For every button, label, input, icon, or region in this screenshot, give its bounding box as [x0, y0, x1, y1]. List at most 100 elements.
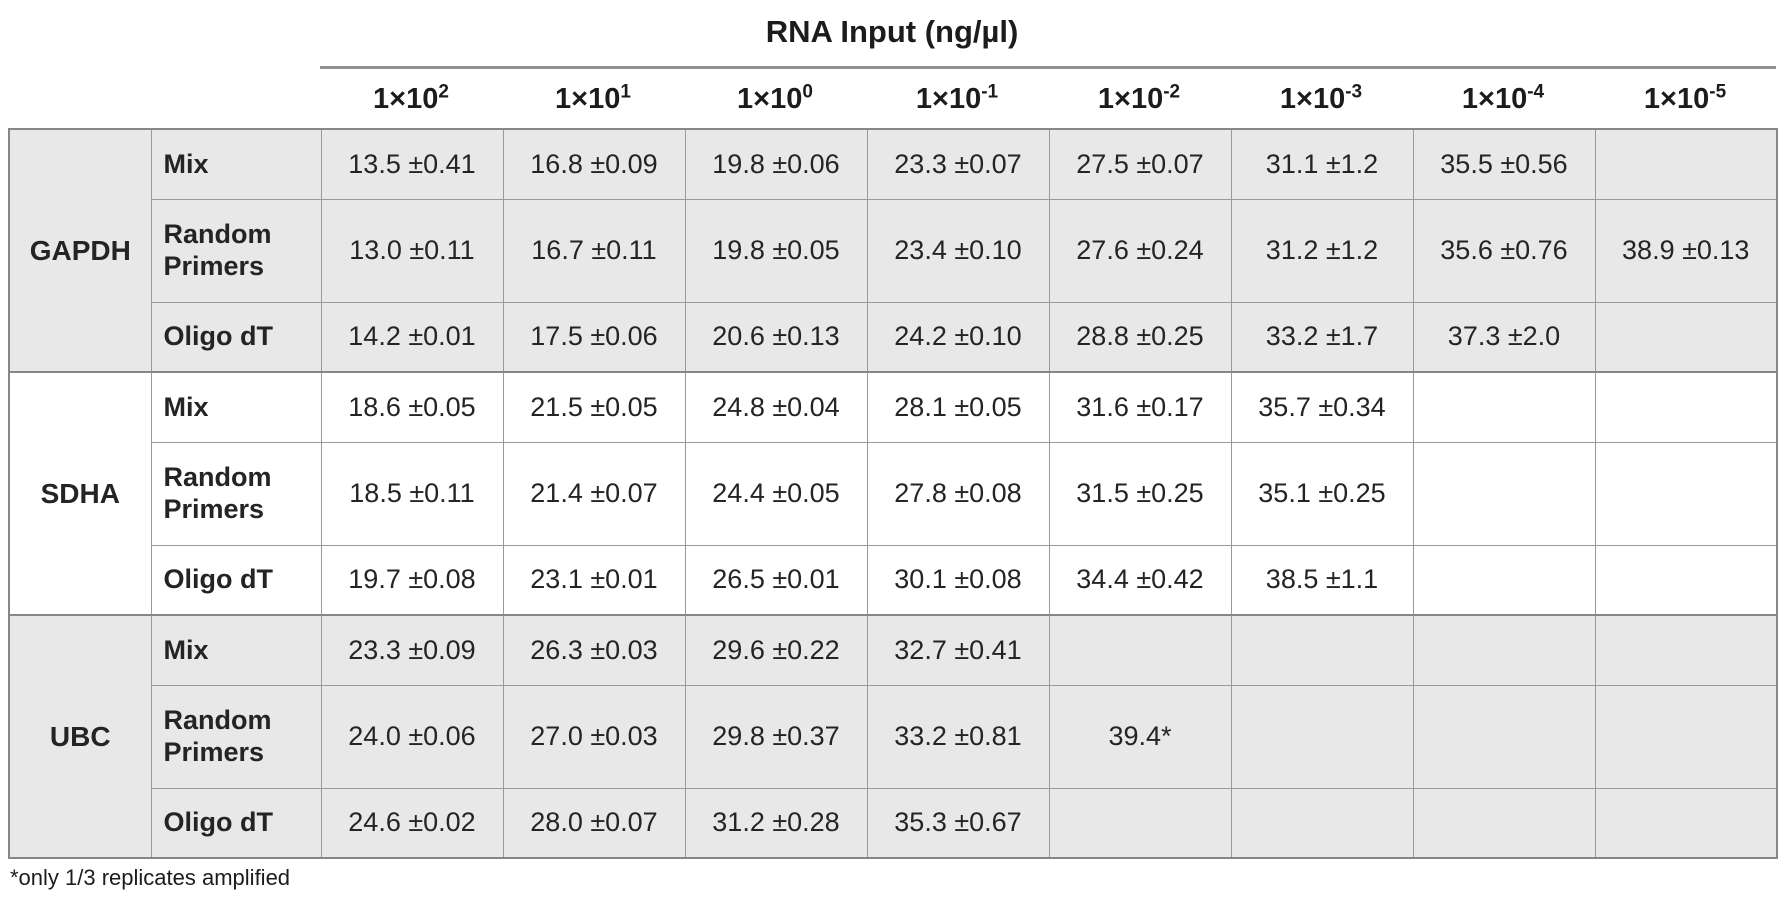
cq-value-cell: 21.4 ±0.07	[502, 441, 686, 546]
column-header-1e-2: 1×10-2	[1048, 66, 1230, 128]
cq-value-cell-flagged: 39.4*	[1048, 684, 1232, 789]
cq-value-cell	[1230, 684, 1414, 789]
cq-value-cell: 27.5 ±0.07	[1048, 128, 1232, 200]
primer-label: Mix	[150, 128, 322, 200]
column-header-base: 1×10	[373, 83, 439, 115]
cq-value-cell: 13.0 ±0.11	[320, 198, 504, 303]
table-row-sdha-random-primers: Random Primers 18.5 ±0.11 21.4 ±0.07 24.…	[9, 441, 1778, 546]
cq-value-cell	[1594, 128, 1778, 200]
cq-value-cell: 35.1 ±0.25	[1230, 441, 1414, 546]
cq-data-table: GAPDH Mix 13.5 ±0.41 16.8 ±0.09 19.8 ±0.…	[8, 128, 1778, 859]
column-header-1e0: 1×100	[684, 66, 866, 128]
cq-value-cell	[1412, 684, 1596, 789]
cq-value-cell	[1412, 614, 1596, 686]
column-header-1e-3: 1×10-3	[1230, 66, 1412, 128]
cq-value-cell: 24.2 ±0.10	[866, 301, 1050, 373]
cq-value-cell: 24.8 ±0.04	[684, 371, 868, 443]
cq-value-cell	[1594, 371, 1778, 443]
cq-value-cell: 31.6 ±0.17	[1048, 371, 1232, 443]
cq-value-cell: 35.5 ±0.56	[1412, 128, 1596, 200]
cq-value-cell	[1594, 684, 1778, 789]
column-header-base: 1×10	[1461, 83, 1528, 115]
gene-label-sdha: SDHA	[8, 371, 152, 616]
cq-value-cell: 35.7 ±0.34	[1230, 371, 1414, 443]
cq-value-cell: 28.0 ±0.07	[502, 787, 686, 859]
cq-value-cell: 31.2 ±0.28	[684, 787, 868, 859]
primer-label: Random Primers	[150, 441, 322, 546]
cq-value-cell: 29.8 ±0.37	[684, 684, 868, 789]
column-header-1e1: 1×101	[502, 66, 684, 128]
cq-value-cell: 29.6 ±0.22	[684, 614, 868, 686]
cq-value-cell: 18.6 ±0.05	[320, 371, 504, 443]
cq-value-cell: 33.2 ±1.7	[1230, 301, 1414, 373]
cq-value-cell: 37.3 ±2.0	[1412, 301, 1596, 373]
cq-value-cell: 24.0 ±0.06	[320, 684, 504, 789]
column-header-1e2: 1×102	[320, 66, 502, 128]
cq-value-cell	[1412, 371, 1596, 443]
column-header-base: 1×10	[1097, 83, 1164, 115]
cq-value-cell: 16.8 ±0.09	[502, 128, 686, 200]
primer-label: Mix	[150, 371, 322, 443]
cq-value-cell: 33.2 ±0.81	[866, 684, 1050, 789]
column-header-base: 1×10	[1279, 83, 1346, 115]
footnote: *only 1/3 replicates amplified	[10, 865, 291, 890]
cq-value-cell	[1048, 787, 1232, 859]
cq-value-cell	[1594, 787, 1778, 859]
column-header-exponent: -3	[1345, 81, 1363, 103]
primer-label: Oligo dT	[150, 544, 322, 616]
cq-value-cell: 23.4 ±0.10	[866, 198, 1050, 303]
cq-value-cell: 19.7 ±0.08	[320, 544, 504, 616]
cq-value-cell	[1048, 614, 1232, 686]
header-spacer	[8, 68, 320, 129]
column-header-row: 1×102 1×101 1×100 1×10-1 1×10-2 1×10-3 1…	[8, 66, 1777, 129]
table-row-sdha-oligo-dt: Oligo dT 19.7 ±0.08 23.1 ±0.01 26.5 ±0.0…	[9, 544, 1778, 616]
column-header-1e-4: 1×10-4	[1412, 66, 1594, 128]
table-row-ubc-oligo-dt: Oligo dT 24.6 ±0.02 28.0 ±0.07 31.2 ±0.2…	[9, 787, 1778, 859]
cq-value-cell: 26.5 ±0.01	[684, 544, 868, 616]
column-header-exponent: -4	[1527, 81, 1545, 103]
cq-value-cell	[1230, 614, 1414, 686]
gene-label-gapdh: GAPDH	[8, 128, 152, 373]
cq-value-cell: 31.2 ±1.2	[1230, 198, 1414, 303]
cq-value-cell	[1594, 614, 1778, 686]
table-row-ubc-random-primers: Random Primers 24.0 ±0.06 27.0 ±0.03 29.…	[9, 684, 1778, 789]
cq-value-cell: 24.6 ±0.02	[320, 787, 504, 859]
column-header-exponent: 1	[620, 81, 631, 103]
cq-value-cell: 19.8 ±0.06	[684, 128, 868, 200]
gene-label-ubc: UBC	[8, 614, 152, 859]
cq-value-cell: 24.4 ±0.05	[684, 441, 868, 546]
cq-value-cell: 31.1 ±1.2	[1230, 128, 1414, 200]
table-row-gapdh-oligo-dt: Oligo dT 14.2 ±0.01 17.5 ±0.06 20.6 ±0.1…	[9, 301, 1778, 373]
primer-label: Mix	[150, 614, 322, 686]
cq-value-cell: 26.3 ±0.03	[502, 614, 686, 686]
cq-value-cell: 35.6 ±0.76	[1412, 198, 1596, 303]
column-header-exponent: 2	[438, 81, 449, 103]
cq-value-cell: 31.5 ±0.25	[1048, 441, 1232, 546]
column-header-exponent: -2	[1163, 81, 1181, 103]
cq-value-cell	[1594, 301, 1778, 373]
table-row-gapdh-mix: GAPDH Mix 13.5 ±0.41 16.8 ±0.09 19.8 ±0.…	[8, 128, 1778, 373]
cq-value-cell: 23.3 ±0.07	[866, 128, 1050, 200]
cq-value-cell	[1594, 544, 1778, 616]
cq-value-cell: 16.7 ±0.11	[502, 198, 686, 303]
primer-label: Random Primers	[150, 198, 322, 303]
cq-value-cell: 35.3 ±0.67	[866, 787, 1050, 859]
cq-value-cell: 18.5 ±0.11	[320, 441, 504, 546]
table-title: RNA Input (ng/µl)	[765, 14, 1019, 49]
table-header: RNA Input (ng/µl) 1×102 1×101 1×100 1×10…	[8, 4, 1777, 129]
column-header-base: 1×10	[555, 83, 621, 115]
cq-value-cell: 28.8 ±0.25	[1048, 301, 1232, 373]
cq-value-cell: 21.5 ±0.05	[502, 371, 686, 443]
column-header-exponent: 0	[802, 81, 813, 103]
primer-label: Oligo dT	[150, 301, 322, 373]
cq-value-cell: 27.8 ±0.08	[866, 441, 1050, 546]
table-row-gapdh-random-primers: Random Primers 13.0 ±0.11 16.7 ±0.11 19.…	[9, 198, 1778, 303]
table-row-sdha-mix: SDHA Mix 18.6 ±0.05 21.5 ±0.05 24.8 ±0.0…	[8, 371, 1778, 616]
primer-label: Oligo dT	[150, 787, 322, 859]
cq-value-cell	[1230, 787, 1414, 859]
cq-value-cell: 23.1 ±0.01	[502, 544, 686, 616]
cq-value-cell: 19.8 ±0.05	[684, 198, 868, 303]
cq-value-cell: 17.5 ±0.06	[502, 301, 686, 373]
cq-value-cell: 14.2 ±0.01	[320, 301, 504, 373]
